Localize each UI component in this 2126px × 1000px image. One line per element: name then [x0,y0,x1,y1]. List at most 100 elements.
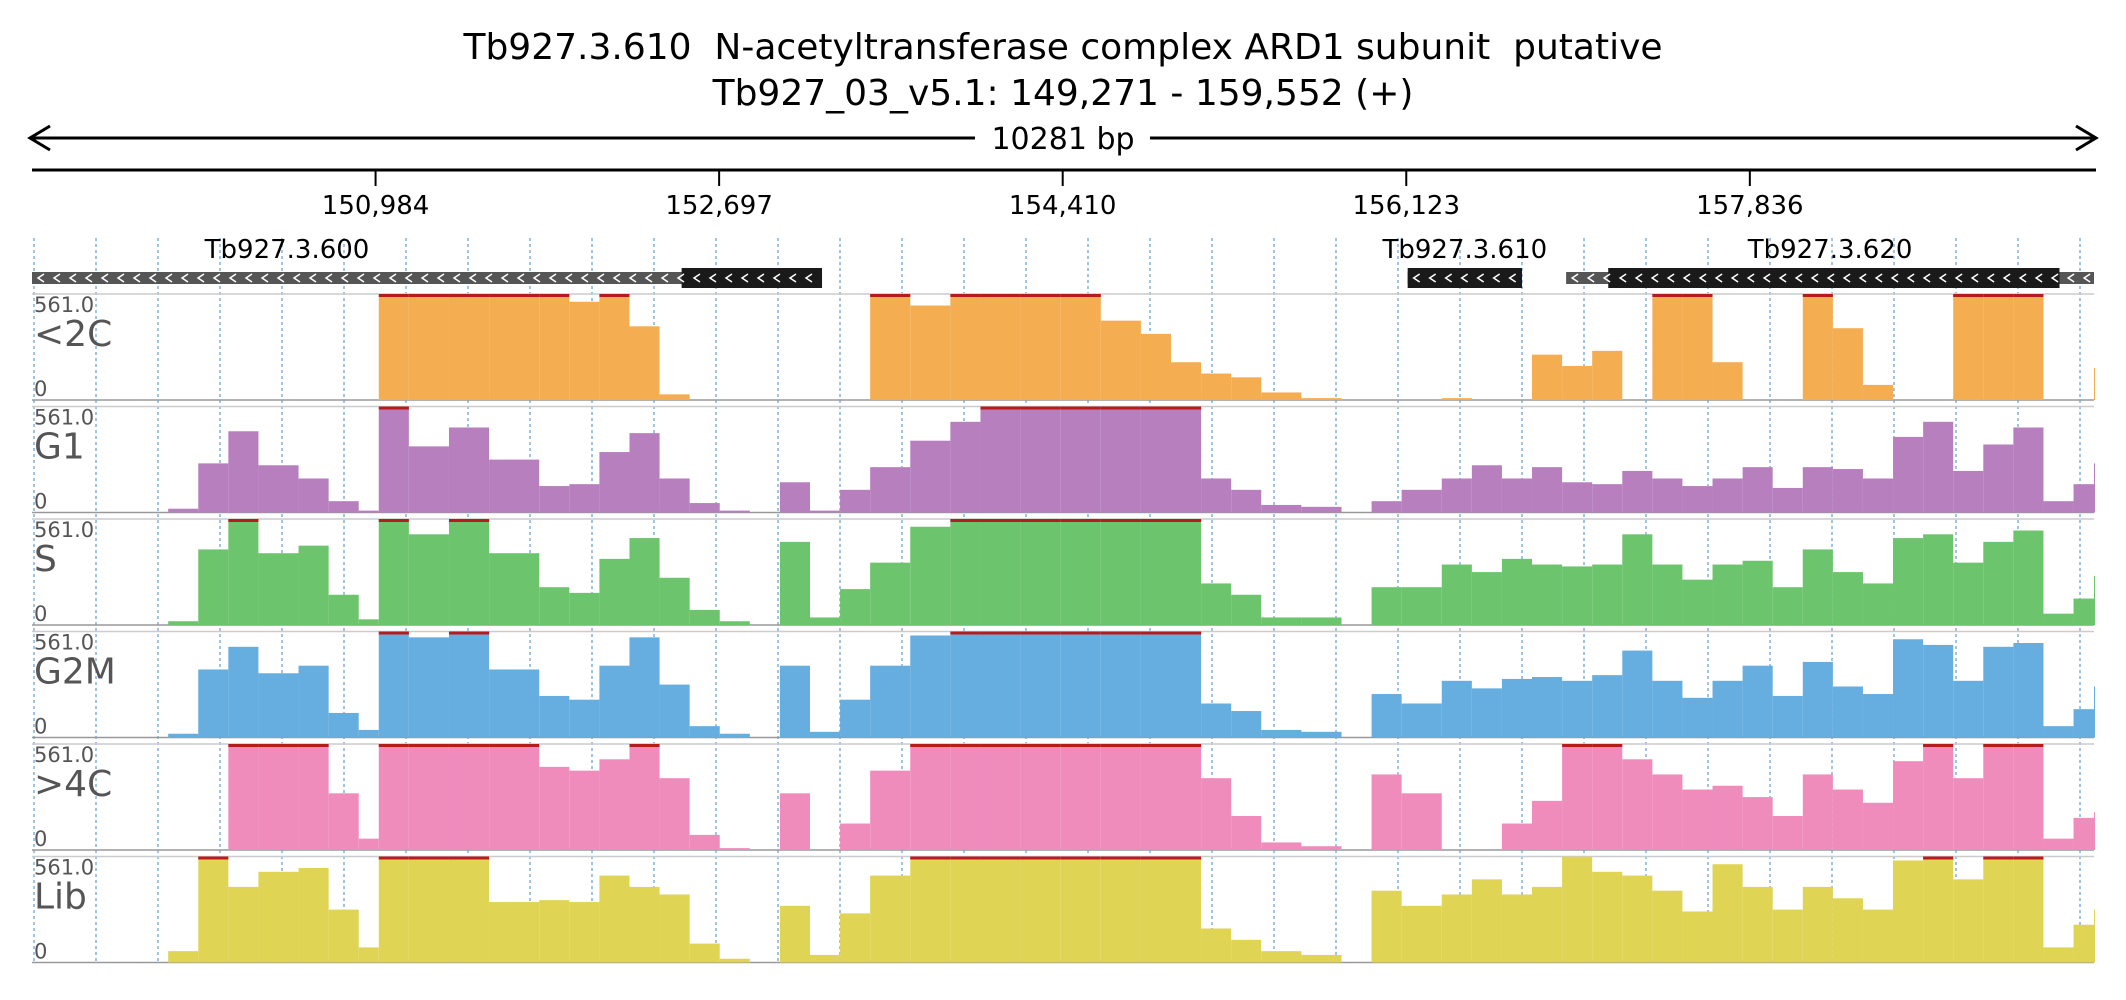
coverage-bar [1712,564,1743,625]
coverage-bar [1712,362,1743,400]
coverage-bar [1622,470,1653,513]
coverage-bar [1592,871,1623,963]
coverage-bar [378,856,409,963]
y-max-label: 561.0 [34,631,94,655]
coverage-bar [659,778,690,850]
clip-marker [1100,744,1141,747]
coverage-bar [870,294,911,400]
clip-marker [1983,856,2014,860]
strand-chevron-icon [84,273,93,283]
coverage-bar [1682,486,1713,513]
track-5: 561.0 0 >4C [32,743,2095,851]
gene-Tb927.3.610[interactable]: Tb927.3.610 [1381,235,1547,288]
coverage-bar [1562,482,1593,513]
coverage-bar [809,510,841,513]
coverage-bar [1983,856,2014,963]
coverage-bar [1441,680,1472,738]
strand-chevron-icon [388,273,397,283]
coverage-bar [599,875,630,963]
clip-marker [1140,856,1172,860]
coverage-bar [448,744,490,850]
coverage-bar [1060,294,1101,400]
coverage-bar [1742,467,1773,513]
coverage-bar [1802,549,1833,625]
strand-chevron-icon [1842,273,1851,283]
strand-chevron-icon [1666,273,1675,283]
strand-chevron-icon [420,273,429,283]
clip-marker [408,856,449,860]
coverage-bar [1802,661,1833,738]
coverage-bar [448,631,490,738]
coverage-bar [1742,797,1773,850]
clip-marker [408,294,449,297]
coverage-bar [569,592,600,625]
coverage-bar [1862,478,1894,513]
coverage-bar [1261,392,1302,400]
track-6: 561.0 0 Lib [32,856,2095,964]
strand-chevron-icon [52,273,61,283]
strand-chevron-icon [532,273,541,283]
track-label: S [34,539,57,580]
coverage-bar [599,759,630,850]
coverage-bar [258,744,299,850]
coverage-bar [1832,469,1863,513]
coverage-bar [2013,427,2044,513]
strand-chevron-icon [564,273,573,283]
coverage-bar [1401,703,1442,738]
track-label: G2M [34,652,116,693]
clip-marker [1060,519,1101,522]
strand-chevron-icon [356,273,365,283]
coverage-bar [1100,856,1141,963]
coverage-bar [1802,774,1833,850]
strand-chevron-icon [276,273,285,283]
clip-marker [1592,744,1623,747]
gene-Tb927.3.600[interactable]: Tb927.3.600 [32,235,823,288]
clip-marker [910,856,951,860]
coverage-bar [2094,575,2095,625]
clip-marker [378,294,409,297]
y-min-label: 0 [34,827,47,851]
coverage-bar [1742,560,1773,625]
coverage-bar [1261,617,1302,625]
coverage-bar [1401,793,1442,850]
strand-chevron-icon [772,273,781,283]
coverage-bar [1893,761,1924,850]
coverage-bar [198,463,229,513]
coverage-bar [1953,680,1984,738]
coverage-bar [599,294,630,400]
coverage-bar [1682,294,1713,400]
gene-utr [32,272,823,284]
gene-label: Tb927.3.600 [204,235,370,265]
clip-marker [378,744,409,747]
coverage-bar [1501,558,1533,625]
coverage-bar [809,617,841,625]
coverage-bar [950,631,981,738]
coverage-bar [258,465,299,513]
strand-chevron-icon [1778,273,1787,283]
coverage-bar [1100,744,1141,850]
coverage-bar [1772,909,1803,963]
strand-chevron-icon [1826,273,1835,283]
coverage-bar [1592,675,1623,738]
coverage-bar [980,856,1021,963]
coverage-tracks: 561.00<2C561.00G1561.00S561.00G2M561.00>… [32,293,2095,964]
coverage-bar [779,905,810,963]
clip-marker [1020,856,1061,860]
clip-marker [448,631,490,635]
strand-chevron-icon [1858,273,1867,283]
strand-chevron-icon [180,273,189,283]
gene-Tb927.3.620[interactable]: Tb927.3.620 [1566,235,2094,288]
coverage-bar [1501,478,1533,513]
coverage-bar [1923,644,1954,738]
clip-marker [1983,294,2014,297]
strand-chevron-icon [708,273,717,283]
coverage-bar [1201,478,1232,513]
coverage-bar [228,431,259,513]
strand-chevron-icon [164,273,173,283]
coverage-bar [298,744,329,850]
coverage-bar [408,637,449,738]
coverage-bar [629,886,660,963]
strand-chevron-icon [516,273,525,283]
gene-label: Tb927.3.610 [1381,235,1547,265]
coverage-bar [910,305,951,400]
